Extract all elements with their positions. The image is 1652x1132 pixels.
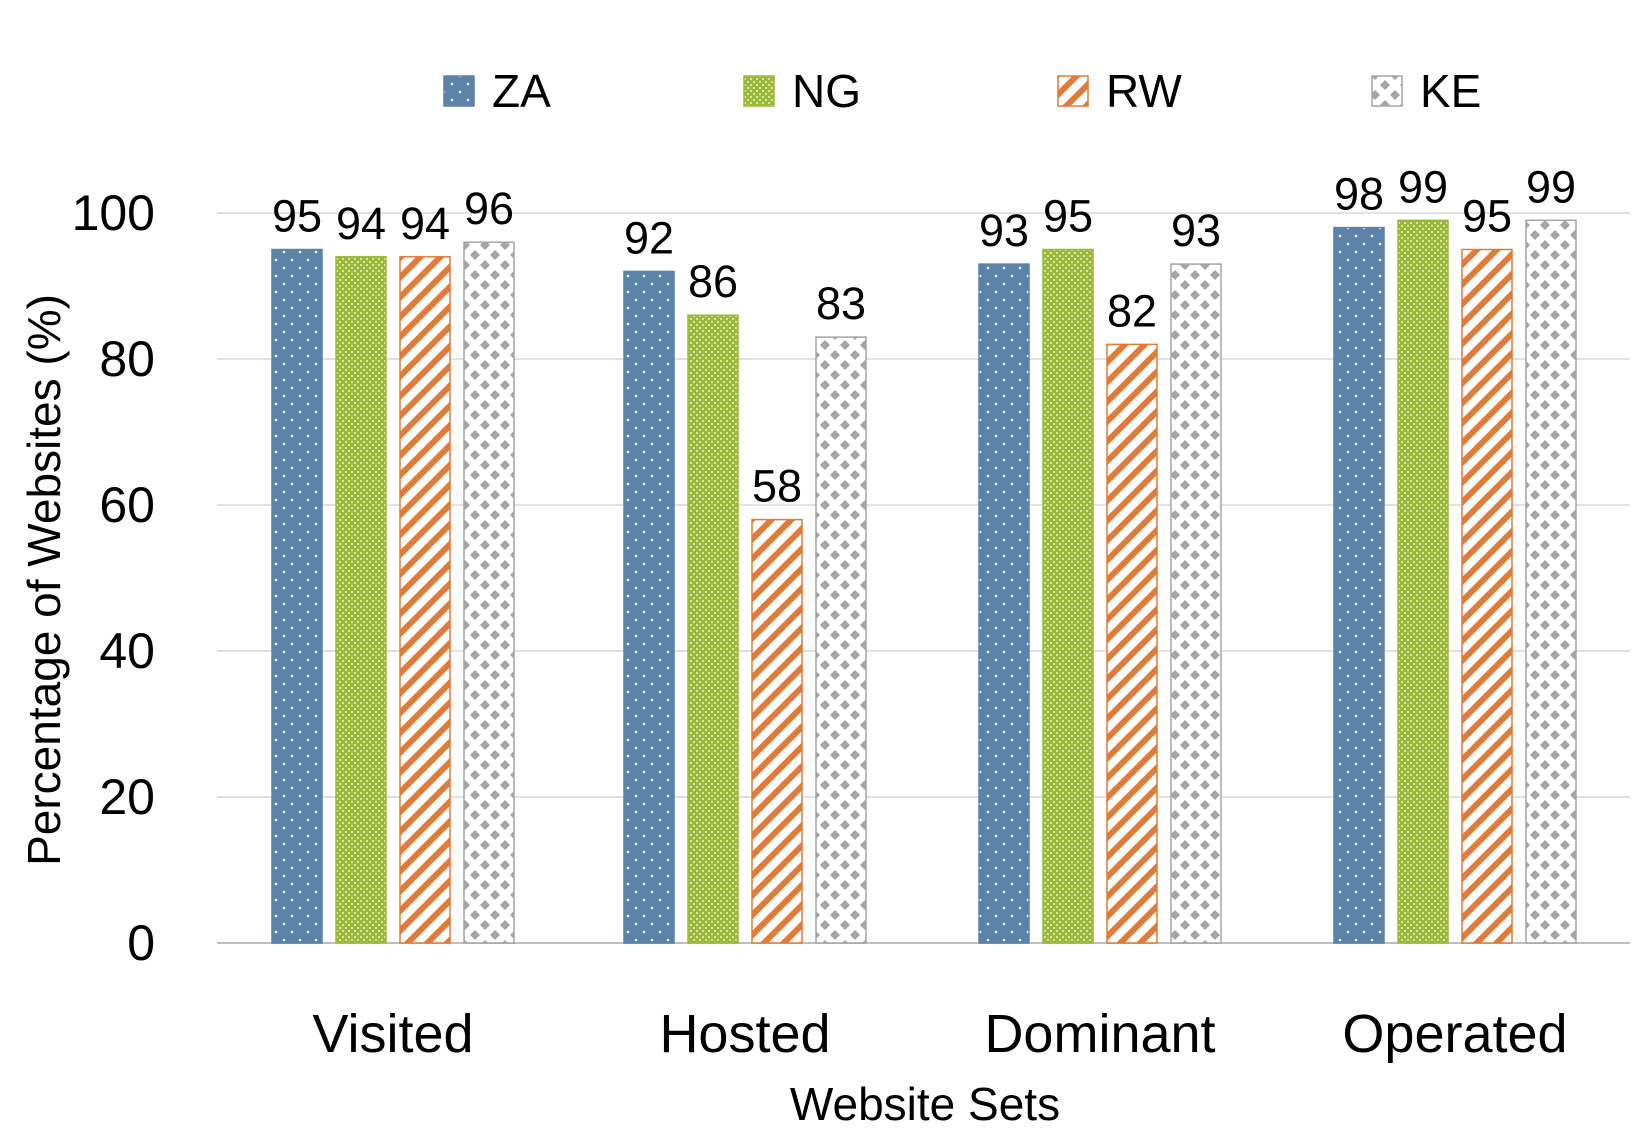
bar-za-visited [271, 248, 323, 944]
bars [271, 219, 1577, 944]
y-axis-title: Percentage of Websites (%) [18, 294, 70, 866]
x-category-label: Hosted [659, 1004, 830, 1064]
bar-ng-operated [1397, 219, 1449, 944]
data-label: 95 [272, 191, 322, 242]
legend-label-rw: RW [1106, 65, 1182, 117]
legend-swatch-ng [743, 75, 775, 107]
x-category-label: Dominant [984, 1004, 1215, 1064]
y-tick-label: 80 [99, 331, 155, 387]
legend-label-ng: NG [792, 65, 861, 117]
bar-rw-hosted [751, 518, 803, 944]
bar-za-operated [1333, 226, 1385, 944]
bar-ng-dominant [1042, 248, 1094, 944]
y-axis-ticks: 0 20 40 60 80 100 [72, 185, 155, 971]
legend-swatch-ke [1371, 75, 1403, 107]
bar-za-dominant [978, 263, 1030, 944]
data-label: 95 [1462, 191, 1512, 242]
data-label: 83 [816, 278, 866, 329]
x-category-label: Visited [312, 1004, 473, 1064]
data-label: 94 [336, 198, 386, 249]
legend-label-ke: KE [1420, 65, 1481, 117]
x-axis-title: Website Sets [790, 1078, 1060, 1127]
data-label: 93 [1171, 205, 1221, 256]
data-label: 94 [400, 198, 450, 249]
legend-label-za: ZA [492, 65, 551, 117]
x-category-label: Operated [1342, 1004, 1567, 1064]
bar-ng-visited [335, 256, 387, 944]
data-label: 82 [1107, 285, 1157, 336]
legend-swatch-rw [1057, 75, 1089, 107]
data-label: 58 [752, 461, 802, 512]
gridlines [217, 212, 1630, 944]
data-label: 98 [1334, 169, 1384, 220]
x-axis-categories: Visited Hosted Dominant Operated [312, 1004, 1567, 1064]
bar-rw-dominant [1106, 343, 1158, 944]
data-label: 92 [624, 212, 674, 263]
y-tick-label: 100 [72, 185, 155, 241]
bar-ke-dominant [1170, 263, 1222, 944]
bar-ke-operated [1525, 219, 1577, 944]
legend: ZA NG RW KE [443, 65, 1481, 117]
bar-ke-visited [463, 241, 515, 944]
data-labels: 95 94 94 96 92 86 58 83 93 95 82 93 98 99 95 99 [272, 161, 1576, 511]
bar-rw-operated [1461, 248, 1513, 944]
legend-swatch-za [443, 75, 475, 107]
bar-ke-hosted [815, 336, 867, 944]
y-tick-label: 20 [99, 769, 155, 825]
y-tick-label: 0 [127, 915, 155, 971]
data-label: 96 [464, 183, 514, 234]
data-label: 99 [1526, 161, 1576, 212]
data-label: 93 [979, 205, 1029, 256]
bar-za-hosted [623, 270, 675, 944]
y-tick-label: 60 [99, 477, 155, 533]
bar-ng-hosted [687, 314, 739, 944]
y-tick-label: 40 [99, 623, 155, 679]
data-label: 95 [1043, 191, 1093, 242]
bar-rw-visited [399, 256, 451, 944]
data-label: 86 [688, 256, 738, 307]
data-label: 99 [1398, 161, 1448, 212]
